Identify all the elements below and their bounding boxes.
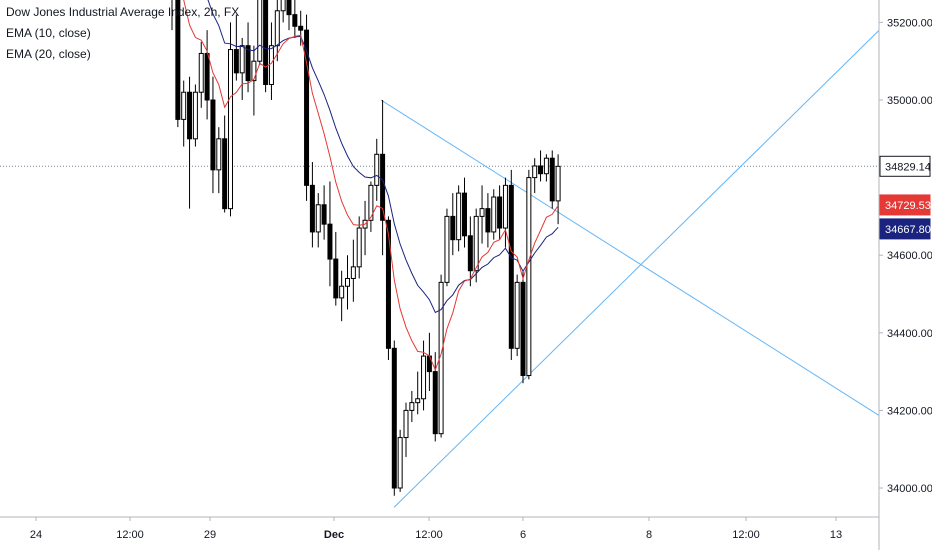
candle-body: [280, 0, 286, 12]
candle-body: [175, 0, 181, 120]
candle-body: [491, 196, 497, 233]
candle-body: [415, 398, 421, 404]
candle-body: [508, 184, 514, 349]
candle-body: [473, 215, 479, 272]
candle-body: [485, 208, 491, 233]
time-axis: 24 12:00 29 Dec 12:00 6 8 12:00 13: [30, 517, 842, 541]
candle-body: [292, 14, 298, 27]
x-tick-label: 13: [830, 529, 842, 541]
candle-body: [187, 91, 193, 140]
price-axis: 35200.00 35000.00 34600.00 34400.00 34200.00…: [879, 17, 932, 495]
price-label-box: [879, 194, 931, 216]
candle-body: [222, 138, 228, 210]
candle-body: [216, 138, 222, 171]
candle-body: [356, 227, 362, 268]
ema20-line: [207, 0, 559, 314]
candle-body: [479, 208, 485, 217]
candle-body: [245, 45, 251, 82]
candle-body: [497, 196, 503, 229]
candle-body: [538, 165, 544, 175]
candle-body: [432, 371, 438, 435]
candle-body: [456, 192, 462, 241]
candle-body: [339, 285, 345, 299]
candle-body: [309, 184, 315, 233]
candle-body: [462, 192, 467, 237]
x-tick-label: 6: [520, 529, 526, 541]
price-label: 34729.53: [885, 200, 931, 212]
candle-body: [321, 204, 327, 225]
candle-body: [368, 184, 374, 221]
candle-body: [228, 49, 233, 210]
candle-body: [526, 177, 532, 376]
y-tick-label: 35000.00: [887, 95, 932, 107]
candle-body: [409, 402, 415, 411]
candle-body: [391, 347, 397, 489]
descending-trendline: [380, 99, 880, 416]
candle-body: [421, 355, 427, 400]
x-tick-label: 29: [204, 529, 216, 541]
price-label: 34667.80: [885, 224, 931, 236]
legend-title: Dow Jones Industrial Average Index, 2h, …: [6, 5, 240, 19]
price-label: 34829.14: [885, 161, 931, 173]
candle-body: [286, 0, 292, 16]
candle-body: [450, 215, 456, 241]
candle-body: [502, 184, 508, 229]
y-tick-label: 34400.00: [887, 328, 932, 340]
candle-body: [543, 157, 549, 175]
candle-body: [345, 277, 350, 287]
candle-body: [403, 409, 409, 439]
ema10-line: [183, 0, 559, 372]
x-tick-label: 24: [30, 529, 42, 541]
y-tick-label: 34000.00: [887, 483, 932, 495]
candle-body: [257, 0, 263, 62]
candle-body: [263, 0, 269, 85]
plot-area: [0, 0, 880, 508]
legend-ema10: EMA (10, close): [6, 26, 91, 40]
candle-body: [374, 153, 380, 186]
legend: Dow Jones Industrial Average Index, 2h, …: [6, 2, 239, 65]
candle-body: [555, 165, 561, 202]
candle-body: [532, 165, 538, 179]
candle-body: [233, 49, 239, 74]
x-tick-label: 12:00: [116, 529, 144, 541]
ascending-trendline: [393, 30, 880, 508]
x-tick-label: 12:00: [732, 529, 760, 541]
candle-body: [467, 235, 473, 272]
x-tick-label: 8: [646, 529, 652, 541]
candle-body: [204, 52, 210, 101]
candle-body: [298, 25, 304, 31]
candle-body: [444, 215, 450, 283]
candle-body: [514, 281, 520, 349]
candle-body: [198, 52, 204, 93]
candle-body: [315, 204, 321, 233]
candle-body: [274, 10, 280, 47]
candle-body: [520, 281, 526, 376]
y-tick-label: 34200.00: [887, 405, 932, 417]
y-tick-label: 34600.00: [887, 250, 932, 262]
candle-body: [239, 45, 245, 74]
candle-body: [268, 45, 274, 85]
y-tick-label: 35200.00: [887, 17, 932, 29]
candle-body: [327, 223, 333, 260]
x-tick-label: Dec: [324, 529, 344, 541]
legend-ema20: EMA (20, close): [6, 47, 91, 61]
candle-body: [304, 29, 310, 186]
candle-body: [251, 60, 257, 82]
candle-body: [181, 91, 187, 120]
candle-body: [549, 157, 555, 202]
candle-body: [438, 281, 444, 435]
candle-body: [385, 219, 391, 349]
candle-body: [350, 266, 356, 279]
price-label-box: [879, 218, 931, 240]
candle-body: [397, 437, 403, 489]
price-label-box: [879, 155, 931, 177]
x-tick-label: 12:00: [415, 529, 443, 541]
candle-body: [210, 99, 216, 171]
candle-body: [333, 258, 339, 299]
candle-body: [192, 91, 198, 140]
candle-body: [380, 153, 386, 221]
